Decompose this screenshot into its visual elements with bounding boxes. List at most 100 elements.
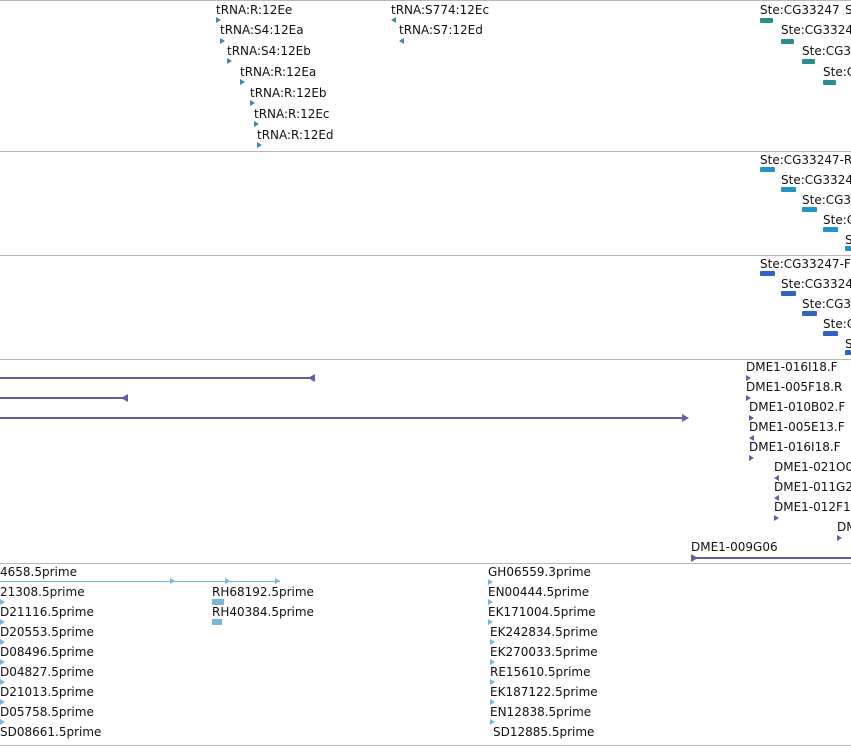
feature-label[interactable]: RH40384.5prime <box>212 605 314 619</box>
forward-arrow-icon[interactable] <box>216 17 221 23</box>
forward-arrow-icon[interactable] <box>0 639 5 645</box>
forward-arrow-icon[interactable] <box>0 659 5 665</box>
feature-label[interactable]: DME1-009G06 <box>691 540 778 554</box>
forward-arrow-icon[interactable] <box>170 578 175 584</box>
feature-label[interactable]: D20553.5prime <box>0 625 94 639</box>
feature-label[interactable]: tRNA:S4:12Ea <box>220 23 304 37</box>
feature-label[interactable]: Ste:CG3324 <box>781 23 851 37</box>
feature-label[interactable]: EN00444.5prime <box>488 585 590 599</box>
feature-label[interactable]: 21308.5prime <box>0 585 85 599</box>
feature-label[interactable]: Ste:CG33247-F <box>760 257 851 271</box>
feature-label[interactable]: DME1-005F18.R <box>746 380 843 394</box>
feature-label[interactable]: EN12838.5prime <box>490 705 592 719</box>
forward-arrow-icon[interactable] <box>488 619 493 625</box>
gene-glyph[interactable] <box>845 350 851 355</box>
feature-label[interactable]: DME1-016I18.F <box>746 360 838 374</box>
reverse-arrow-icon[interactable] <box>399 38 404 44</box>
gene-glyph[interactable] <box>823 227 838 232</box>
feature-label[interactable]: S <box>845 337 851 351</box>
feature-label[interactable]: Ste:CG33247 <box>760 3 840 17</box>
feature-label[interactable]: DME1-021O0 <box>774 460 851 474</box>
feature-label[interactable]: tRNA:S7:12Ed <box>399 23 483 37</box>
feature-label[interactable]: tRNA:S774:12Ec <box>391 3 490 17</box>
feature-label[interactable]: DME1-012F1 <box>774 500 851 514</box>
feature-label[interactable]: tRNA:R:12Ea <box>240 65 317 79</box>
forward-arrow-icon[interactable] <box>774 515 779 521</box>
forward-arrow-icon[interactable] <box>227 58 232 64</box>
feature-label[interactable]: EK242834.5prime <box>490 625 598 639</box>
reverse-arrow-icon[interactable] <box>749 435 754 441</box>
gene-glyph[interactable] <box>823 80 836 85</box>
forward-arrow-icon[interactable] <box>490 699 495 705</box>
feature-label[interactable]: SD12885.5prime <box>493 725 595 739</box>
feature-line[interactable] <box>0 397 124 399</box>
feature-label[interactable]: D21013.5prime <box>0 685 94 699</box>
forward-arrow-icon[interactable] <box>0 679 5 685</box>
feature-line[interactable] <box>0 581 280 582</box>
feature-label[interactable]: Ste:CG33247-R <box>760 153 851 167</box>
feature-label[interactable]: Ste:CG33 <box>802 44 851 58</box>
feature-label[interactable]: EK270033.5prime <box>490 645 598 659</box>
forward-arrow-icon[interactable] <box>275 578 280 584</box>
feature-label[interactable]: DME1-005E13.F <box>749 420 845 434</box>
forward-arrow-icon[interactable] <box>0 599 5 605</box>
feature-label[interactable]: Ste:C <box>823 317 851 331</box>
forward-arrow-icon[interactable] <box>488 579 493 585</box>
gene-glyph[interactable] <box>781 291 796 296</box>
feature-label[interactable]: RH68192.5prime <box>212 585 314 599</box>
forward-arrow-icon[interactable] <box>749 455 754 461</box>
gene-glyph[interactable] <box>781 39 794 44</box>
forward-arrow-icon[interactable] <box>746 395 751 401</box>
feature-label[interactable]: Ste:CG3324 <box>781 173 851 187</box>
feature-label[interactable]: tRNA:S4:12Eb <box>227 44 311 58</box>
reverse-arrow-icon[interactable] <box>391 17 396 23</box>
gene-glyph[interactable] <box>802 59 815 64</box>
feature-box[interactable] <box>212 619 222 625</box>
gene-glyph[interactable] <box>802 311 817 316</box>
forward-arrow-icon[interactable] <box>488 599 493 605</box>
forward-arrow-icon[interactable] <box>682 414 689 422</box>
feature-label[interactable]: Ste:C <box>823 65 851 79</box>
forward-arrow-icon[interactable] <box>220 38 225 44</box>
forward-arrow-icon[interactable] <box>490 659 495 665</box>
feature-label[interactable]: tRNA:R:12Ed <box>257 128 334 142</box>
feature-label[interactable]: EK171004.5prime <box>488 605 596 619</box>
forward-arrow-icon[interactable] <box>746 375 751 381</box>
feature-label[interactable]: Ste:CG3324 <box>781 277 851 291</box>
gene-glyph[interactable] <box>760 271 775 276</box>
feature-label[interactable]: DME1-010B02.F <box>749 400 846 414</box>
forward-arrow-icon[interactable] <box>250 100 255 106</box>
feature-label[interactable]: EK187122.5prime <box>490 685 598 699</box>
forward-arrow-icon[interactable] <box>240 79 245 85</box>
gene-glyph[interactable] <box>845 246 851 251</box>
forward-arrow-icon[interactable] <box>0 619 5 625</box>
feature-line[interactable] <box>0 417 683 419</box>
feature-label[interactable]: S <box>845 3 851 17</box>
feature-label[interactable]: tRNA:R:12Ee <box>216 3 293 17</box>
forward-arrow-icon[interactable] <box>254 121 259 127</box>
forward-arrow-icon[interactable] <box>837 535 842 541</box>
forward-arrow-icon[interactable] <box>0 719 5 725</box>
gene-glyph[interactable] <box>760 18 773 23</box>
forward-arrow-icon[interactable] <box>490 679 495 685</box>
feature-line[interactable] <box>691 557 851 559</box>
feature-label[interactable]: D08496.5prime <box>0 645 94 659</box>
feature-box[interactable] <box>212 599 224 605</box>
feature-label[interactable]: D04827.5prime <box>0 665 94 679</box>
feature-label[interactable]: S <box>845 233 851 247</box>
feature-label[interactable]: D05758.5prime <box>0 705 94 719</box>
feature-label[interactable]: tRNA:R:12Eb <box>250 86 327 100</box>
reverse-arrow-icon[interactable] <box>121 394 128 402</box>
gene-glyph[interactable] <box>802 207 817 212</box>
feature-label[interactable]: Ste:CG33 <box>802 193 851 207</box>
feature-label[interactable]: DME1-016I18.F <box>749 440 841 454</box>
feature-label[interactable]: GH06559.3prime <box>488 565 591 579</box>
forward-arrow-icon[interactable] <box>225 578 230 584</box>
forward-arrow-icon[interactable] <box>749 415 754 421</box>
gene-glyph[interactable] <box>823 331 838 336</box>
forward-arrow-icon[interactable] <box>490 719 495 725</box>
feature-label[interactable]: tRNA:R:12Ec <box>254 107 330 121</box>
feature-label[interactable]: RE15610.5prime <box>490 665 591 679</box>
forward-arrow-icon[interactable] <box>490 639 495 645</box>
feature-label[interactable]: Ste:C <box>823 213 851 227</box>
